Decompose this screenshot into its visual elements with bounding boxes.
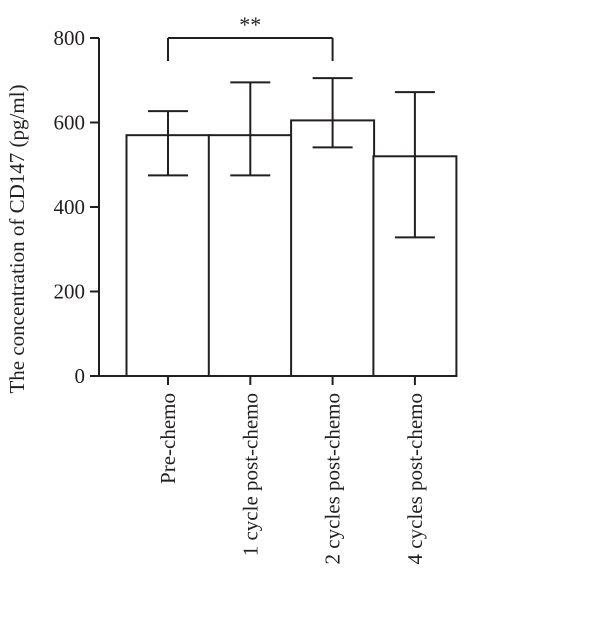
y-tick-label: 400 — [54, 195, 86, 219]
y-tick-label: 800 — [54, 26, 86, 50]
x-tick-label: 2 cycles post-chemo — [321, 393, 345, 564]
x-tick-label: 4 cycles post-chemo — [403, 393, 427, 564]
x-tick-label: Pre-chemo — [156, 393, 180, 484]
y-tick-label: 200 — [54, 280, 86, 304]
plot-area: 0 200 400 600 800 Pre-chemo 1 cycle post-chemo… — [54, 12, 458, 564]
bar — [290, 119, 376, 377]
y-tick-label: 600 — [54, 111, 86, 135]
y-tick-label: 0 — [75, 364, 86, 388]
y-axis-title: The concentration of CD147 (pg/ml) — [5, 84, 29, 393]
x-tick-label: 1 cycle post-chemo — [238, 393, 262, 556]
significance-label: ** — [239, 12, 261, 37]
